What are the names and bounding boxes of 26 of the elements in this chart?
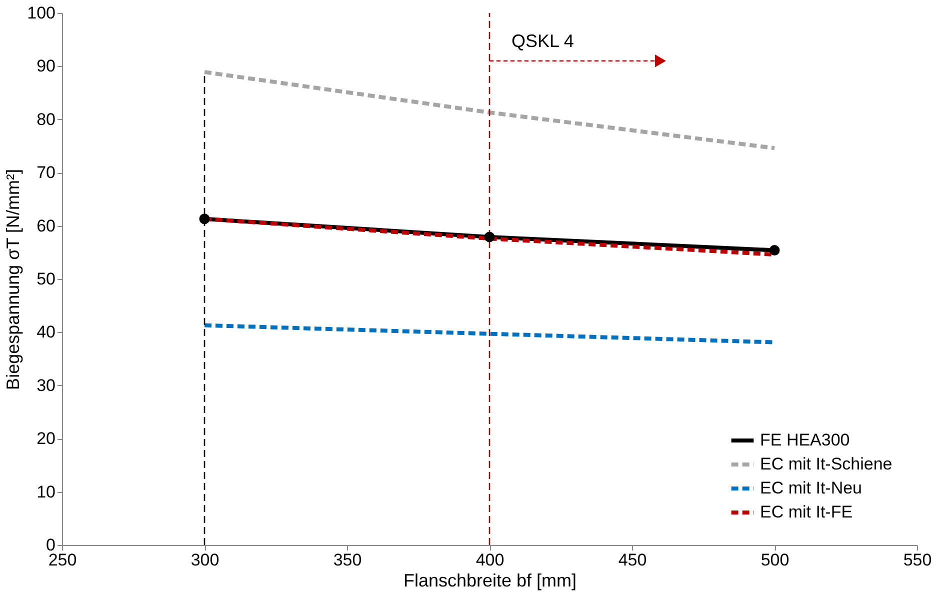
legend-label: EC mit It-FE: [760, 502, 853, 522]
legend-label: EC mit It-Neu: [760, 478, 862, 498]
x-tick-label: 400: [476, 550, 504, 570]
annotation: QSKL 4: [512, 30, 574, 51]
x-tick-label: 550: [903, 550, 932, 570]
y-tick-label: 30: [36, 376, 56, 395]
x-tick-label: 450: [618, 550, 647, 570]
point: [199, 214, 210, 224]
y-tick-label: 80: [36, 110, 56, 129]
x-axis-title: Flanschbreite bf [mm]: [403, 570, 577, 590]
point: [484, 232, 495, 242]
point: [769, 245, 780, 256]
legend-label: FE HEA300: [760, 430, 850, 450]
y-tick-label: 20: [36, 429, 56, 448]
y-tick-label: 90: [36, 56, 56, 76]
y-tick-label: 100: [27, 4, 56, 22]
y-tick-label: 70: [36, 163, 56, 182]
x-tick-label: 300: [190, 550, 220, 570]
legend-label: EC mit It-Schiene: [760, 454, 892, 474]
y-tick-label: 40: [36, 322, 56, 342]
y-axis-title: Biegespannung σT [N/mm²]: [3, 169, 24, 390]
x-tick-label: 350: [333, 550, 362, 570]
y-tick-label: 50: [36, 270, 56, 288]
x-tick-label: 500: [760, 550, 790, 570]
y-tick-label: 60: [36, 216, 56, 236]
y-tick-label: 10: [36, 482, 56, 502]
